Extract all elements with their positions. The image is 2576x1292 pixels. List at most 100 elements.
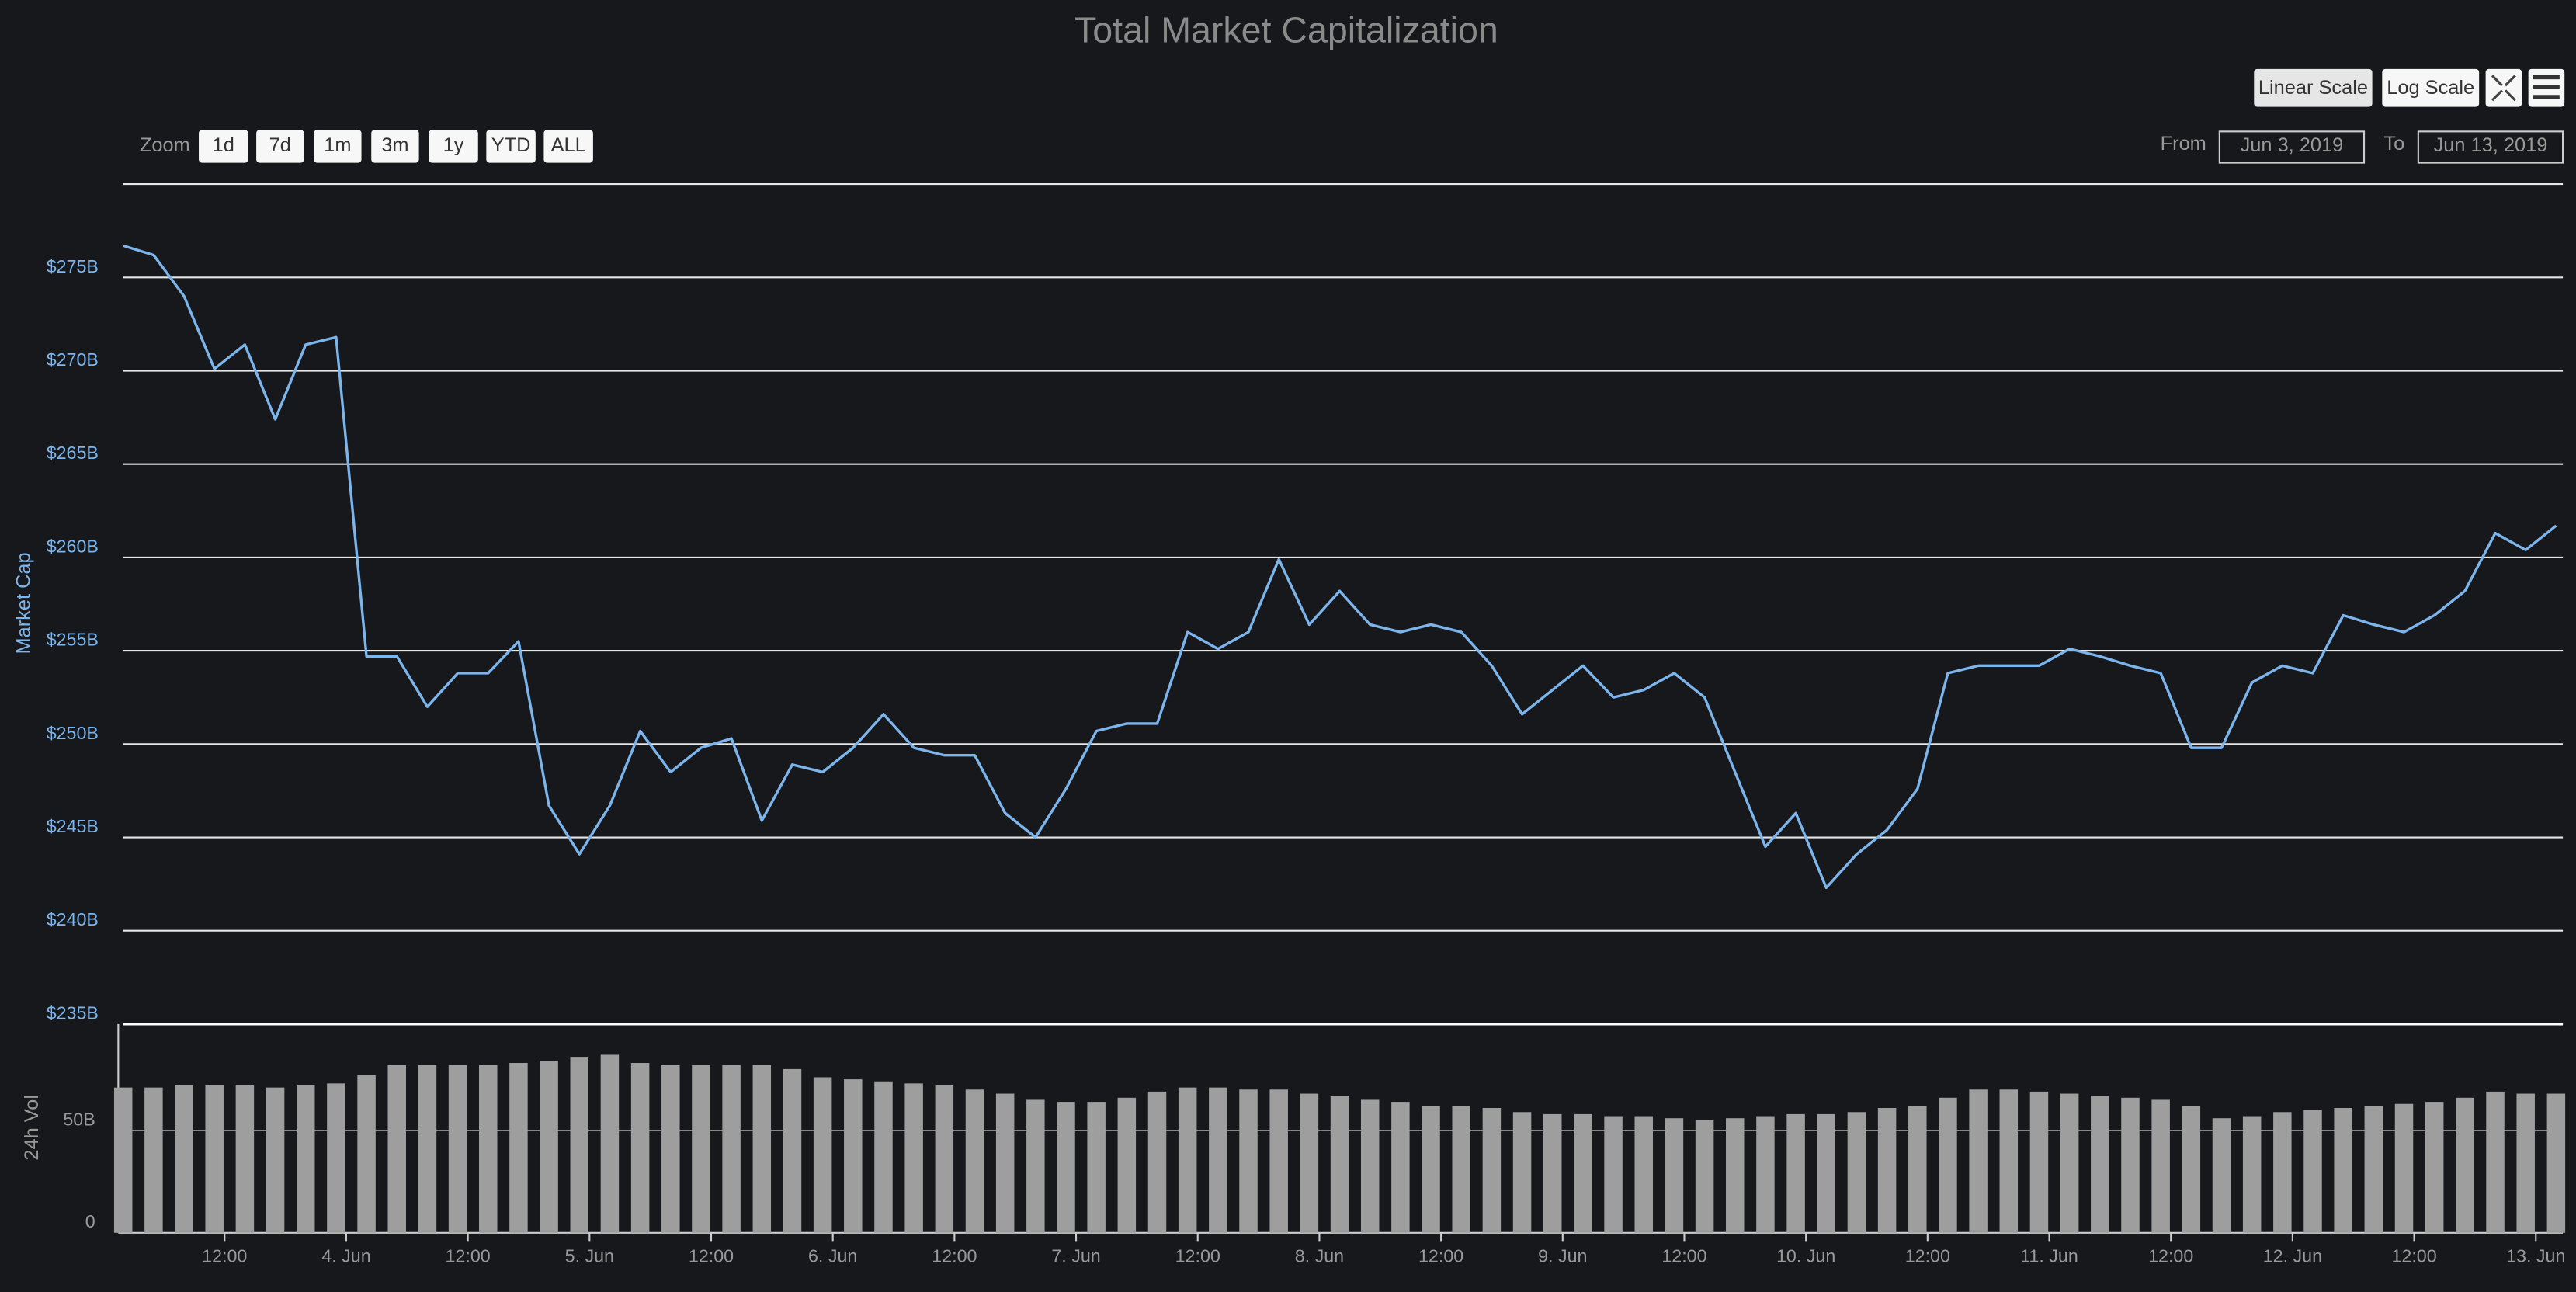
menu-button[interactable] [2528,68,2565,107]
volume-bar [2394,1103,2414,1233]
to-input[interactable] [2417,130,2564,164]
scale-button[interactable]: Linear Scale [2254,68,2373,107]
volume-bar [2182,1106,2201,1233]
y-tick-label: $250B [47,723,99,743]
button-bg[interactable] [371,130,419,163]
volume-bar [752,1065,772,1233]
volume-bar [448,1065,467,1233]
button-bg[interactable] [2485,68,2522,107]
volume-bar [2425,1102,2444,1233]
volume-bar [692,1065,710,1233]
volume-bar [2546,1093,2566,1233]
button-label[interactable]: Log Scale [2387,77,2474,99]
volume-bar [1604,1116,1623,1233]
icon [2491,75,2516,102]
y-tick-label: $235B [47,1002,99,1023]
x-tick-label: 12:00 [932,1246,977,1266]
volume-bar [357,1075,376,1233]
volume-bar [387,1065,406,1233]
volume-bar [1817,1113,1836,1233]
button-label[interactable]: 1d [213,134,234,156]
volume-bar [1209,1087,1227,1233]
volume-bar [1969,1089,1988,1233]
x-tick-label: 6. Jun [808,1246,857,1266]
button-bg[interactable] [486,130,536,163]
volume-bar [1452,1106,1470,1233]
volume-bar [630,1063,650,1233]
volume-bar [1391,1102,1410,1233]
volume-bar [266,1087,285,1233]
y-tick-label: $265B [47,443,99,463]
y-tick-label: $245B [47,816,99,836]
zoom-button[interactable]: 3m [371,130,419,163]
x-tick-label: 9. Jun [1538,1246,1587,1266]
x-tick-label: 11. Jun [2020,1246,2078,1266]
button-label[interactable]: 1m [324,134,351,156]
x-tick-label: 5. Jun [565,1246,614,1266]
volume-bar [1330,1096,1349,1233]
x-tick-label: 12. Jun [2263,1246,2322,1266]
button-bg[interactable] [2254,68,2373,107]
x-tick-label: 8. Jun [1295,1246,1344,1266]
volume-bar [1422,1106,1440,1233]
zoom-button[interactable]: 7d [256,130,304,163]
volume-bar [1665,1118,1684,1233]
volume-bar [661,1065,680,1233]
volume-bar [1847,1112,1866,1233]
button-label[interactable]: 3m [381,134,408,156]
volume-bar [1908,1106,1927,1233]
scale-button[interactable]: Log Scale [2382,68,2480,107]
volume-bar [479,1065,498,1233]
volume-bar [1147,1091,1167,1233]
volume-bar [2516,1093,2535,1233]
volume-bar [1178,1087,1197,1233]
button-label[interactable]: 7d [269,134,291,156]
volume-bar [205,1085,224,1233]
x-tick-label: 12:00 [1418,1246,1463,1266]
volume-bar [1786,1113,1805,1233]
volume-bar [844,1079,863,1233]
button-label[interactable]: Linear Scale [2258,77,2368,99]
volume-bar [1999,1089,2019,1233]
button-label[interactable]: YTD [491,134,531,156]
volume-bar [418,1065,437,1233]
chart-title: Total Market Capitalization [1074,10,1498,50]
volume-bar [2486,1091,2505,1233]
fullscreen-button[interactable] [2485,68,2522,107]
zoom-button[interactable]: 1d [199,130,248,163]
zoom-button[interactable]: 1y [429,130,478,163]
volume-bar [2151,1099,2170,1233]
volume-bar [1026,1099,1045,1233]
zoom-button[interactable]: ALL [543,130,593,163]
button-bg[interactable] [429,130,478,163]
volume-bar [113,1087,133,1233]
zoom-button[interactable]: YTD [486,130,536,163]
from-label: From [2161,133,2206,155]
button-bg[interactable] [256,130,304,163]
button-label[interactable]: ALL [551,134,586,156]
y2-tick-label: 0 [85,1211,95,1231]
button-bg[interactable] [543,130,593,163]
button-bg[interactable] [314,130,362,163]
volume-bar [175,1085,193,1233]
zoom-button[interactable]: 1m [314,130,362,163]
volume-bar [2121,1097,2140,1233]
volume-bar [570,1057,589,1233]
volume-bar [1360,1099,1380,1233]
from-value[interactable]: Jun 3, 2019 [2241,134,2344,156]
to-value[interactable]: Jun 13, 2019 [2434,134,2548,156]
y-axis-title: Market Cap [12,552,34,654]
button-bg[interactable] [199,130,248,163]
volume-bar [2242,1116,2262,1233]
from-input[interactable] [2218,130,2366,164]
y2-axis-title: 24h Vol [21,1095,43,1161]
x-tick-label: 12:00 [446,1246,491,1266]
volume-bar [995,1093,1015,1233]
x-tick-label: 12:00 [1661,1246,1706,1266]
button-label[interactable]: 1y [443,134,464,156]
button-bg[interactable] [2382,68,2480,107]
volume-bar [1087,1102,1106,1233]
volume-bar [1057,1102,1075,1233]
